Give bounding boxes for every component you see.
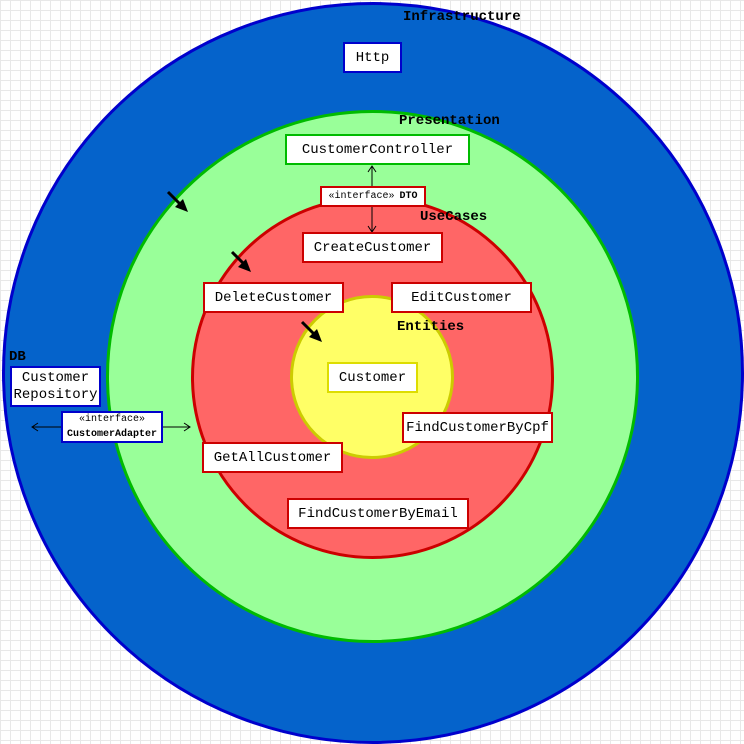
find-customer-by-cpf-label: FindCustomerByCpf — [406, 419, 549, 436]
delete-customer-box: DeleteCustomer — [203, 282, 344, 313]
find-customer-by-cpf-box: FindCustomerByCpf — [402, 412, 553, 443]
customer-repository-label-line2: Repository — [13, 386, 98, 403]
http-box: Http — [343, 42, 402, 73]
adapter-name: CustomerAdapter — [66, 429, 157, 440]
infrastructure-label: Infrastructure — [403, 9, 521, 25]
adapter-stereotype: «interface» — [78, 414, 145, 425]
create-customer-box: CreateCustomer — [302, 232, 443, 263]
customer-repository-label-line1: Customer — [21, 369, 90, 386]
create-customer-label: CreateCustomer — [313, 239, 432, 256]
dto-box: «interface» DTO — [320, 186, 426, 207]
delete-customer-label: DeleteCustomer — [214, 289, 333, 306]
entities-label: Entities — [397, 319, 465, 335]
usecases-label: UseCases — [420, 209, 488, 225]
presentation-label: Presentation — [399, 113, 500, 129]
http-label: Http — [355, 49, 390, 66]
dto-name: DTO — [399, 191, 418, 202]
db-label: DB — [9, 349, 26, 365]
get-all-customer-label: GetAllCustomer — [213, 449, 332, 466]
customer-entity-label: Customer — [338, 369, 407, 386]
edit-customer-label: EditCustomer — [411, 289, 512, 306]
find-customer-by-email-box: FindCustomerByEmail — [287, 498, 469, 529]
customer-controller-box: CustomerController — [285, 134, 470, 165]
dto-stereotype: «interface» — [328, 191, 395, 202]
customer-entity-box: Customer — [327, 362, 418, 393]
customer-repository-box: Customer Repository — [10, 366, 101, 407]
find-customer-by-email-label: FindCustomerByEmail — [298, 505, 458, 522]
get-all-customer-box: GetAllCustomer — [202, 442, 343, 473]
edit-customer-box: EditCustomer — [391, 282, 532, 313]
customer-adapter-box: «interface» CustomerAdapter — [61, 411, 163, 443]
customer-controller-label: CustomerController — [301, 141, 454, 158]
